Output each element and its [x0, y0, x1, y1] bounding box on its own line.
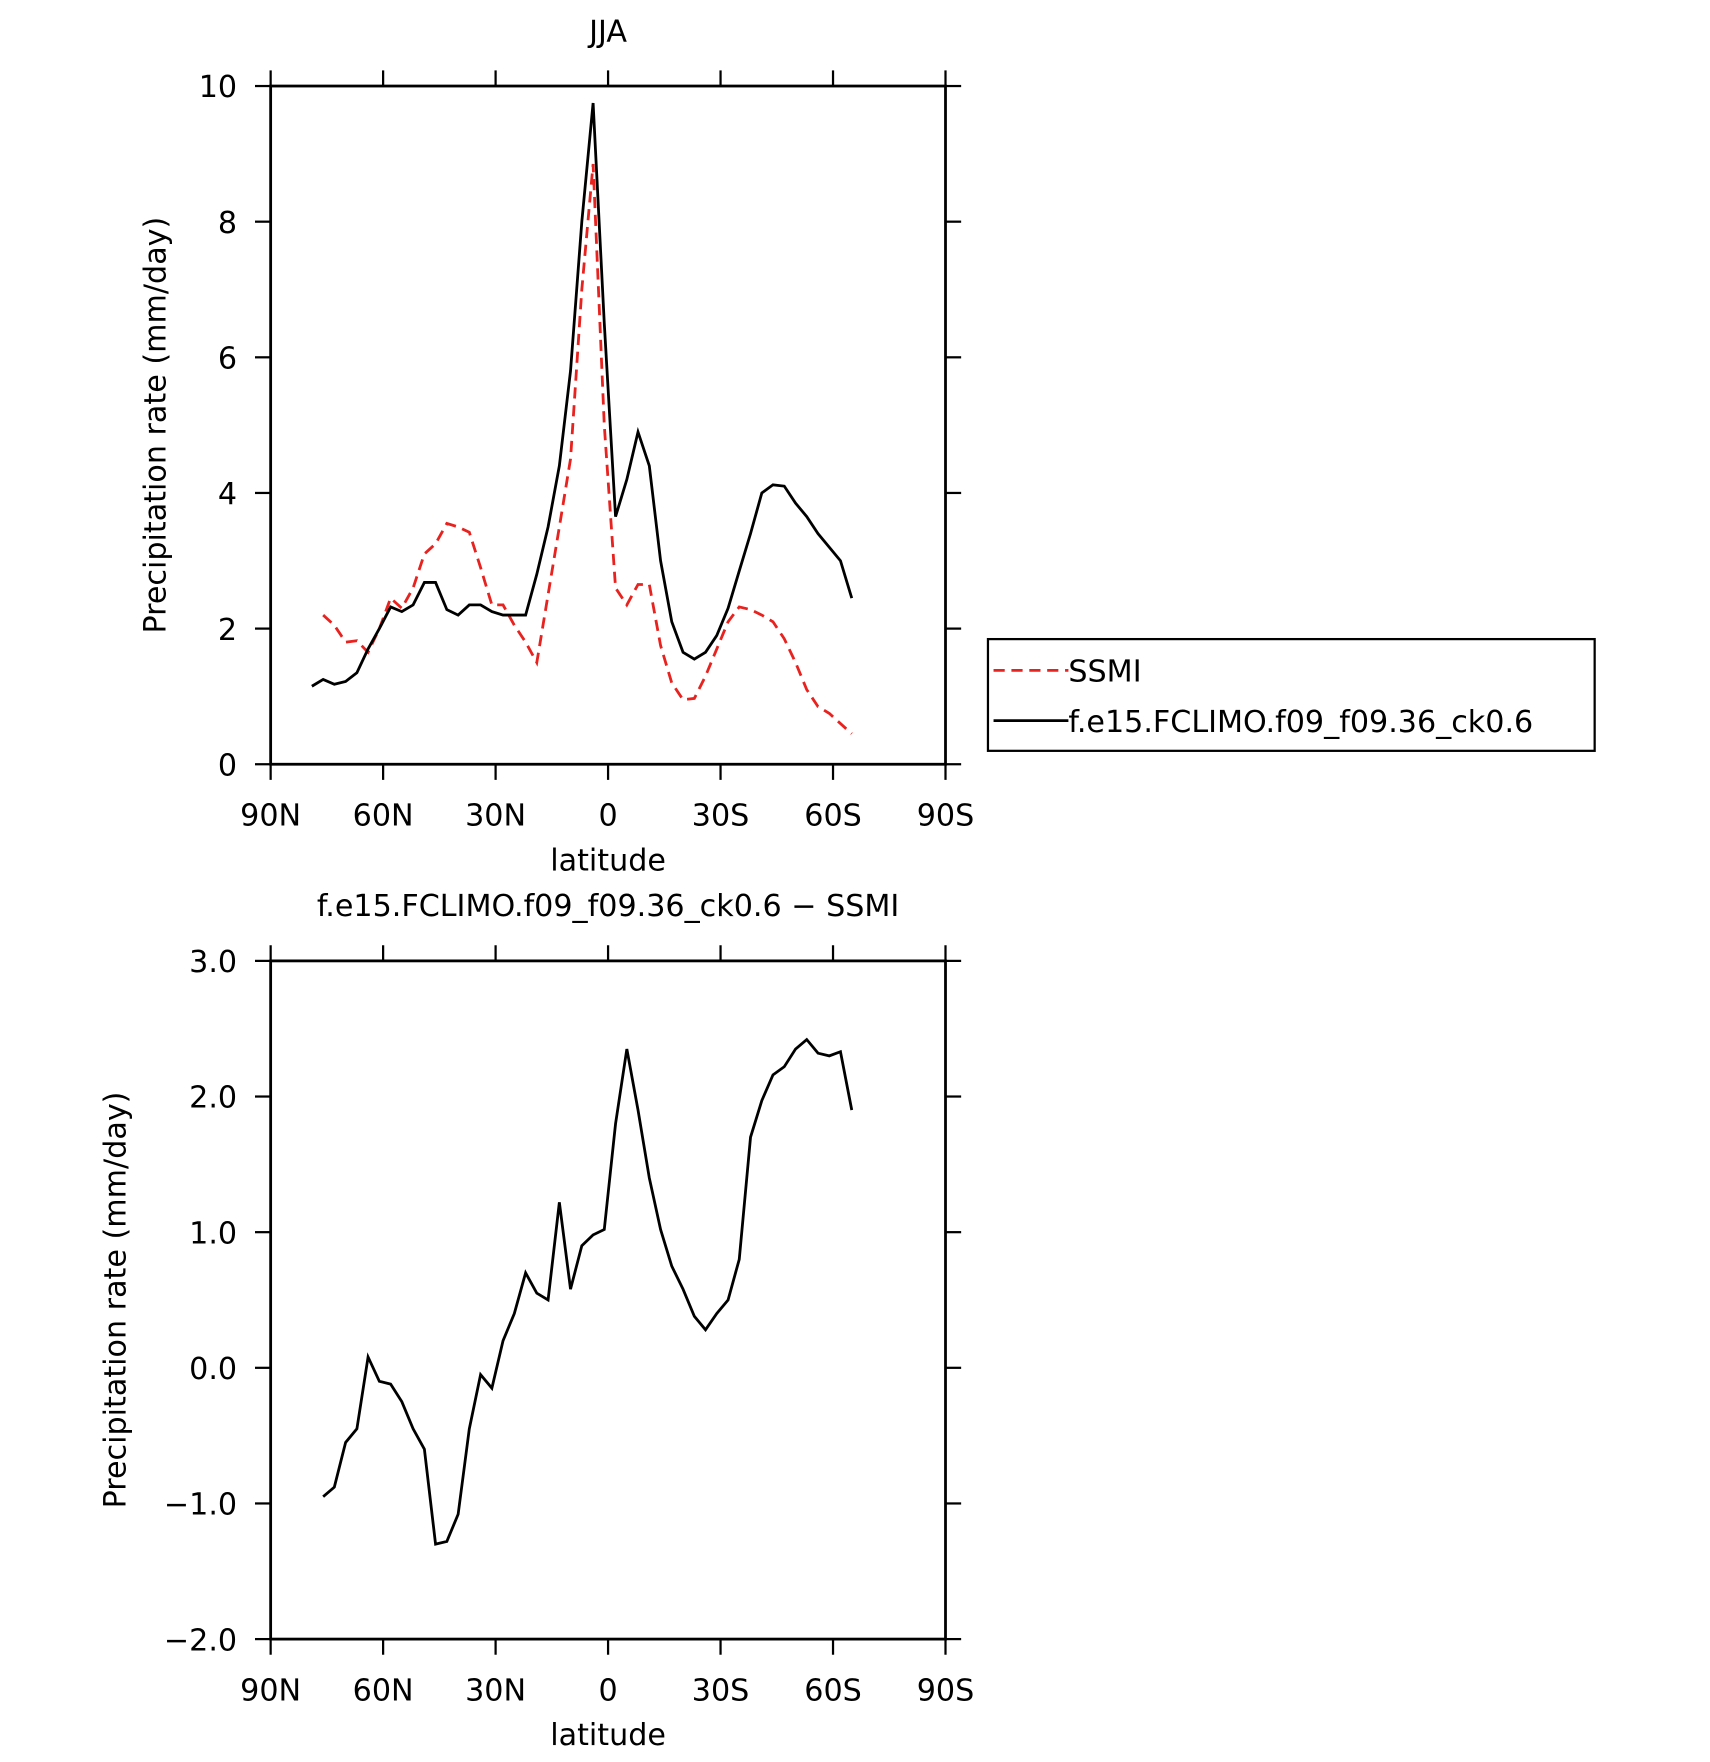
x-tick-label: 30N — [465, 1674, 526, 1709]
x-tick-label: 30S — [692, 1674, 750, 1709]
plot-frame — [269, 84, 947, 766]
y-tick-label: −1.0 — [164, 1488, 237, 1523]
y-tick-label: 6 — [218, 341, 237, 376]
legend-label: SSMI — [1068, 655, 1141, 690]
plot-frame — [269, 959, 947, 1641]
x-tick-label: 90S — [917, 799, 975, 834]
y-tick-label: 0.0 — [189, 1352, 237, 1387]
x-tick-label: 30S — [692, 799, 750, 834]
y-tick-label: 4 — [218, 477, 237, 512]
x-axis-label: latitude — [550, 843, 666, 878]
data-line — [322, 1037, 854, 1546]
y-tick-label: 2.0 — [189, 1081, 237, 1116]
x-tick-label: 90S — [917, 1674, 975, 1709]
y-tick-label: 10 — [199, 70, 237, 105]
chart-title: JJA — [587, 14, 627, 49]
x-tick-label: 60S — [804, 799, 862, 834]
x-tick-label: 90N — [240, 1674, 301, 1709]
x-tick-label: 0 — [598, 799, 617, 834]
chart-title: f.e15.FCLIMO.f09_f09.36_ck0.6 − SSMI — [317, 889, 899, 924]
x-axis-label: latitude — [550, 1718, 666, 1753]
y-axis-label: Precipitation rate (mm/day) — [139, 217, 174, 634]
x-tick-label: 0 — [598, 1674, 617, 1709]
y-tick-label: −2.0 — [164, 1623, 237, 1658]
y-tick-label: 0 — [218, 748, 237, 783]
data-line — [311, 102, 854, 688]
x-tick-label: 90N — [240, 799, 301, 834]
legend-label: f.e15.FCLIMO.f09_f09.36_ck0.6 — [1068, 705, 1533, 740]
y-tick-label: 3.0 — [189, 945, 237, 980]
data-line — [322, 163, 853, 735]
y-tick-label: 2 — [218, 613, 237, 648]
y-tick-label: 1.0 — [189, 1216, 237, 1251]
x-tick-label: 60N — [353, 1674, 414, 1709]
x-tick-label: 60N — [353, 799, 414, 834]
x-tick-label: 30N — [465, 799, 526, 834]
legend-box — [986, 637, 1596, 752]
y-tick-label: 8 — [218, 206, 237, 241]
x-tick-label: 60S — [804, 1674, 862, 1709]
y-axis-label: Precipitation rate (mm/day) — [98, 1092, 133, 1509]
